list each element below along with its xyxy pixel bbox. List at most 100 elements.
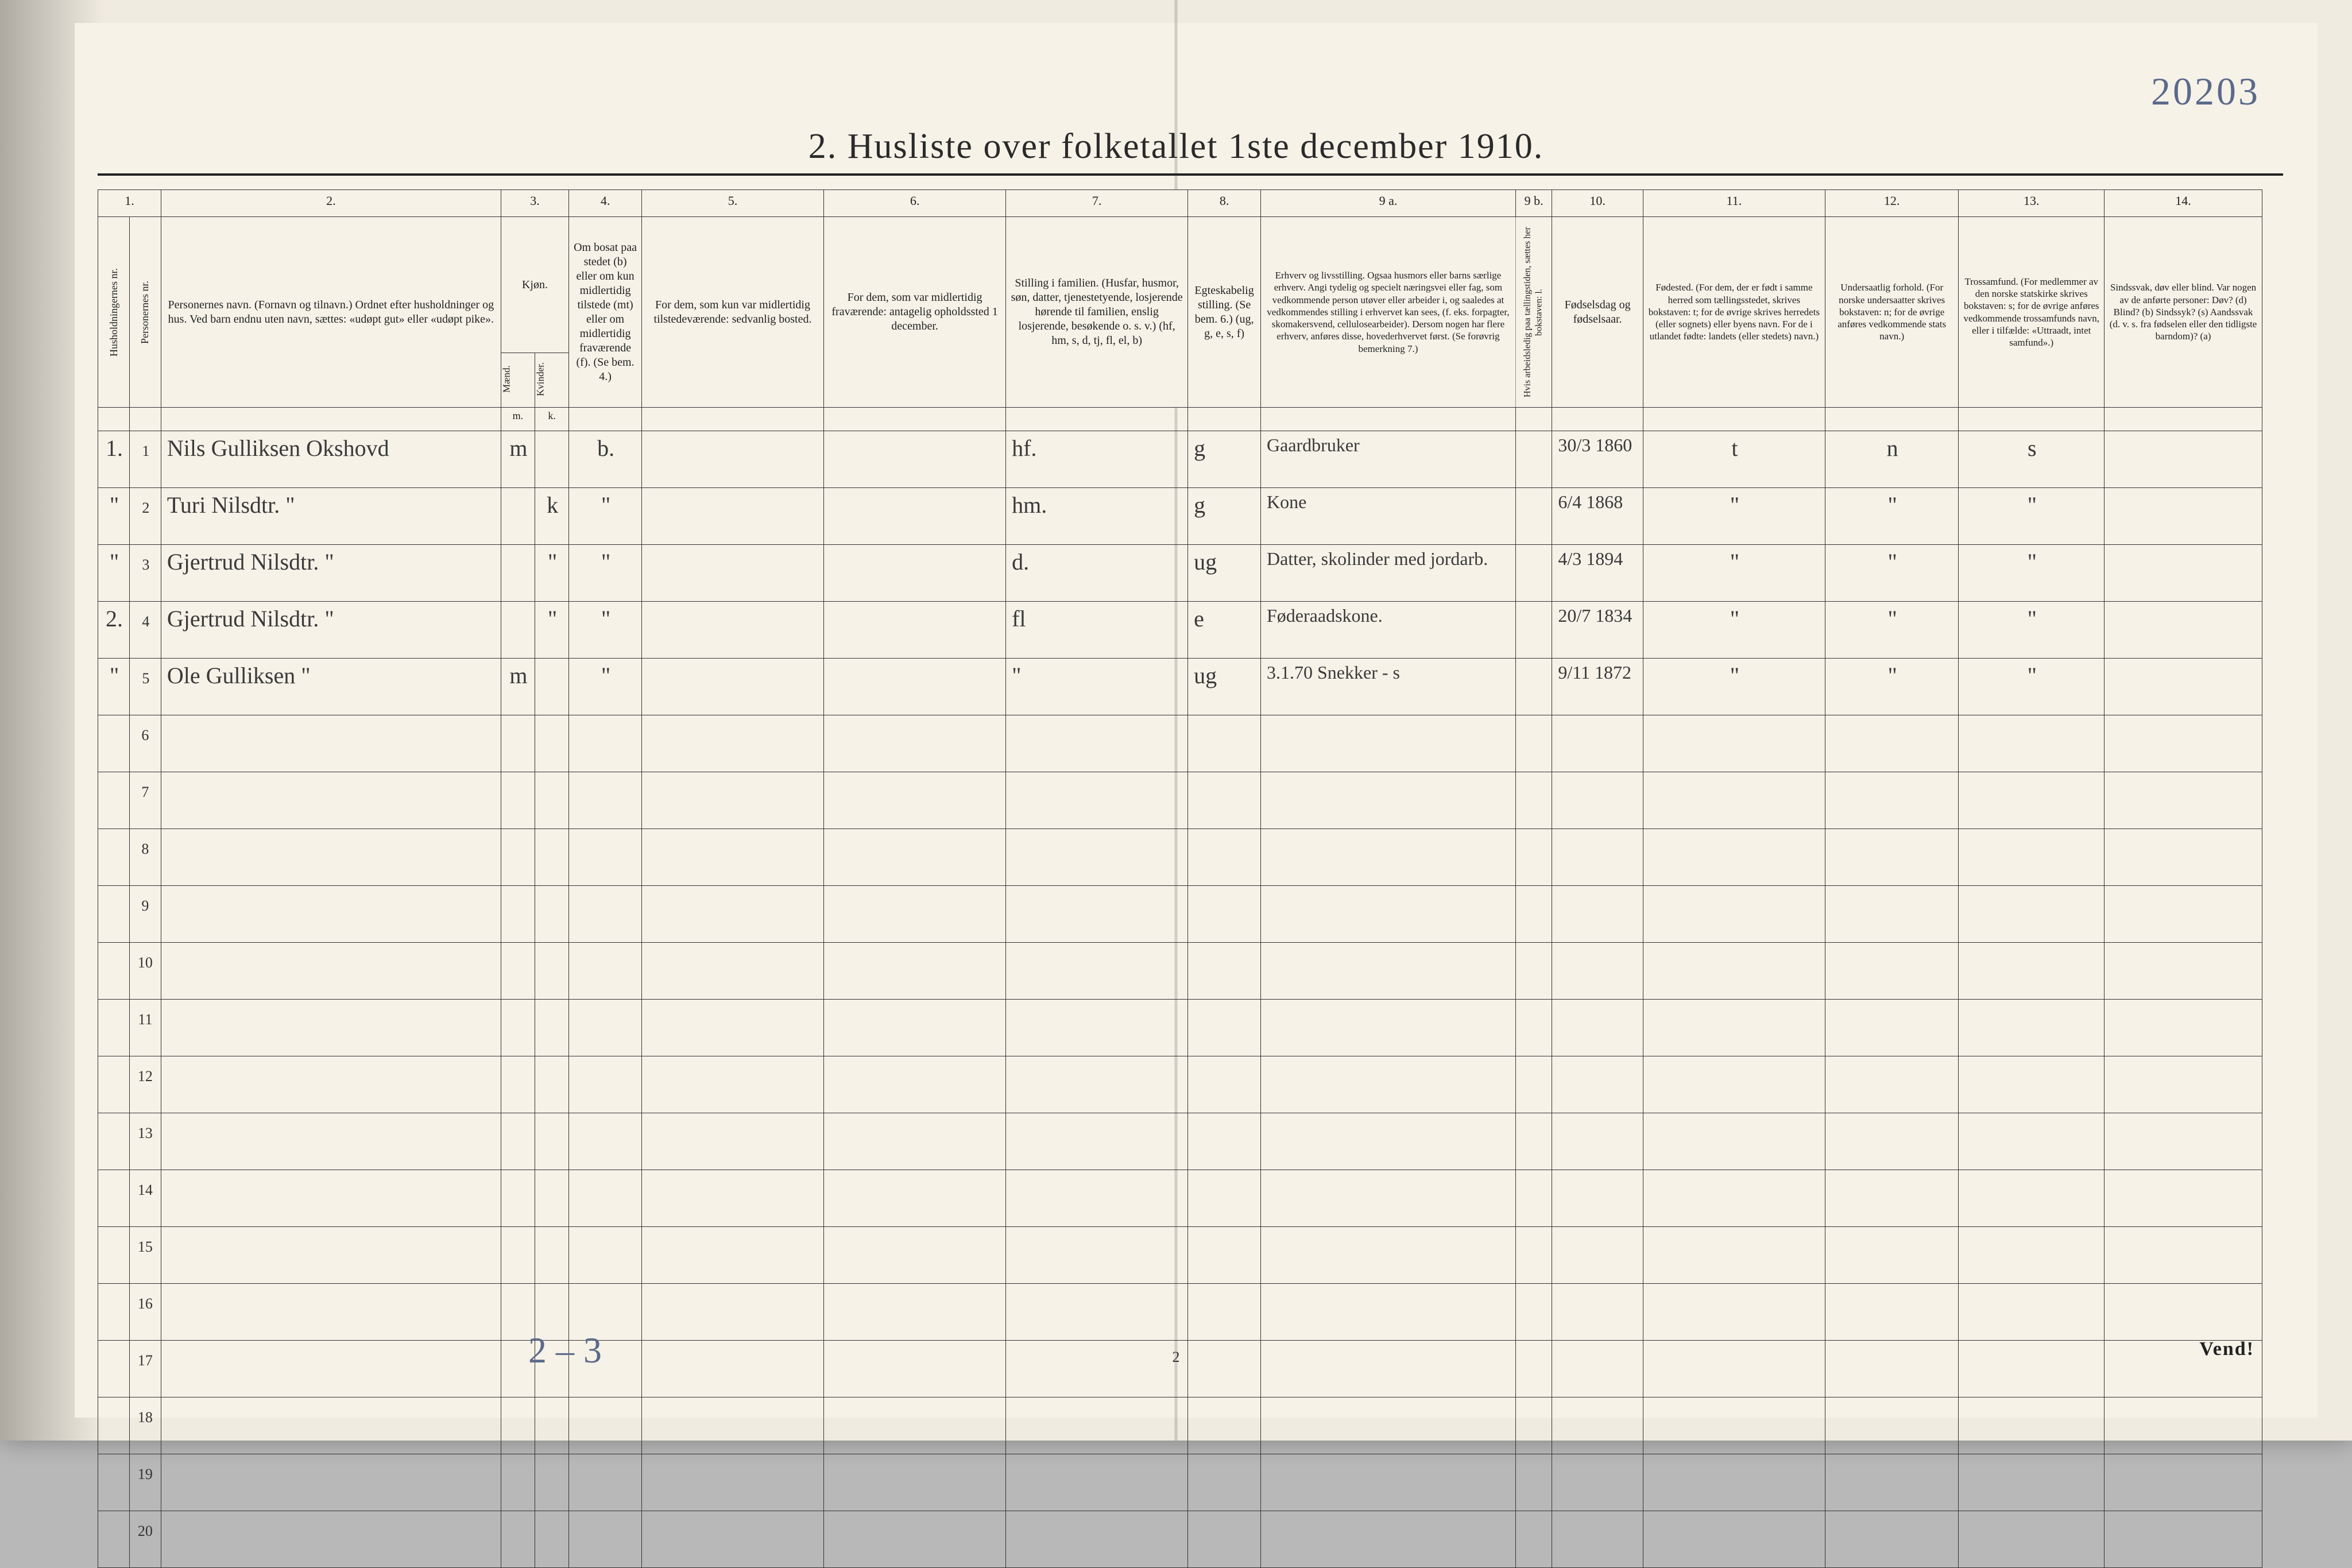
empty-cell <box>1825 1056 1959 1113</box>
hdr-occupation: Erhverv og livsstilling. Ogsaa husmors e… <box>1261 217 1516 408</box>
cell-dob: 4/3 1894 <box>1552 545 1643 602</box>
table-row-empty: 6 <box>98 715 2262 772</box>
empty-cell <box>501 886 535 943</box>
table-row-empty: 17 <box>98 1341 2262 1397</box>
table-row-empty: 15 <box>98 1227 2262 1284</box>
cell-marital: e <box>1188 602 1261 659</box>
empty-cell <box>569 1227 642 1284</box>
cell-disability <box>2105 488 2262 545</box>
empty-cell <box>1959 1170 2105 1227</box>
empty-cell <box>1261 829 1516 886</box>
cell-birthplace: " <box>1643 545 1825 602</box>
empty-cell <box>2105 1000 2262 1056</box>
table-row-empty: 16 <box>98 1284 2262 1341</box>
empty-cell <box>569 1397 642 1454</box>
empty-cell <box>569 829 642 886</box>
empty-cell <box>2105 1284 2262 1341</box>
empty-cell <box>1515 1000 1552 1056</box>
cell-temp-absent <box>824 659 1006 715</box>
empty-cell <box>1515 715 1552 772</box>
empty-cell <box>535 1511 568 1568</box>
hdr-k: k. <box>535 408 568 431</box>
empty-cell <box>98 1113 130 1170</box>
empty-cell <box>1261 1170 1516 1227</box>
empty-cell <box>501 1454 535 1511</box>
table-row-empty: 7 <box>98 772 2262 829</box>
vend-label: Vend! <box>2199 1338 2254 1360</box>
empty-cell <box>161 1397 501 1454</box>
hdr-female: Kvinder. <box>535 353 568 408</box>
cell-household: " <box>98 488 130 545</box>
empty-cell <box>161 1341 501 1397</box>
empty-cell <box>98 829 130 886</box>
cell-disability <box>2105 431 2262 488</box>
colnum-11: 11. <box>1643 190 1825 217</box>
cell-marital: ug <box>1188 545 1261 602</box>
header-sex-mk: m. k. <box>98 408 2262 431</box>
empty-cell <box>501 1056 535 1113</box>
title-rule <box>98 173 2283 176</box>
table-row: 1.1Nils Gulliksen Okshovdmb.hf.gGaardbru… <box>98 431 2262 488</box>
empty-cell <box>1006 829 1188 886</box>
empty-cell <box>1825 943 1959 1000</box>
empty-cell <box>1188 1284 1261 1341</box>
empty-cell <box>1006 1113 1188 1170</box>
row-number: 18 <box>129 1397 161 1454</box>
row-number: 9 <box>129 886 161 943</box>
empty-cell <box>1959 772 2105 829</box>
cell-name: Gjertrud Nilsdtr. " <box>161 545 501 602</box>
empty-cell <box>1006 1056 1188 1113</box>
empty-cell <box>98 1056 130 1113</box>
cell-workless <box>1515 545 1552 602</box>
empty-cell <box>1643 1341 1825 1397</box>
cell-marital: g <box>1188 431 1261 488</box>
empty-cell <box>569 772 642 829</box>
cell-birthplace: " <box>1643 488 1825 545</box>
colnum-12: 12. <box>1825 190 1959 217</box>
cell-temp-absent <box>824 488 1006 545</box>
cell-workless <box>1515 602 1552 659</box>
cell-birthplace: " <box>1643 659 1825 715</box>
empty-cell <box>1515 943 1552 1000</box>
empty-cell <box>1552 1056 1643 1113</box>
empty-cell <box>1552 715 1643 772</box>
empty-cell <box>1825 772 1959 829</box>
cell-temp-absent <box>824 545 1006 602</box>
empty-cell <box>1515 886 1552 943</box>
empty-cell <box>1825 1511 1959 1568</box>
empty-cell <box>1959 886 2105 943</box>
cell-family-pos: hm. <box>1006 488 1188 545</box>
colnum-13: 13. <box>1959 190 2105 217</box>
hdr-temp-absent: For dem, som var midlertidig fraværende:… <box>824 217 1006 408</box>
cell-dob: 20/7 1834 <box>1552 602 1643 659</box>
empty-cell <box>161 1511 501 1568</box>
empty-cell <box>1261 715 1516 772</box>
empty-cell <box>569 1170 642 1227</box>
empty-cell <box>641 1113 823 1170</box>
cell-temp-present <box>641 488 823 545</box>
empty-cell <box>824 1056 1006 1113</box>
empty-cell <box>1515 1284 1552 1341</box>
empty-cell <box>1643 1397 1825 1454</box>
cell-temp-present <box>641 545 823 602</box>
empty-cell <box>569 1454 642 1511</box>
empty-cell <box>161 1113 501 1170</box>
cell-occupation: Gaardbruker <box>1261 431 1516 488</box>
empty-cell <box>98 943 130 1000</box>
empty-cell <box>98 1454 130 1511</box>
empty-cell <box>1188 1000 1261 1056</box>
empty-cell <box>1515 1397 1552 1454</box>
empty-cell <box>824 943 1006 1000</box>
hdr-name: Personernes navn. (Fornavn og tilnavn.) … <box>161 217 501 408</box>
empty-cell <box>2105 772 2262 829</box>
empty-cell <box>161 886 501 943</box>
cell-person-no: 1 <box>129 431 161 488</box>
empty-cell <box>2105 1113 2262 1170</box>
empty-cell <box>1188 1397 1261 1454</box>
empty-cell <box>824 715 1006 772</box>
empty-cell <box>641 1284 823 1341</box>
empty-cell <box>1643 1511 1825 1568</box>
empty-cell <box>824 1284 1006 1341</box>
empty-cell <box>1552 772 1643 829</box>
cell-female: " <box>535 545 568 602</box>
